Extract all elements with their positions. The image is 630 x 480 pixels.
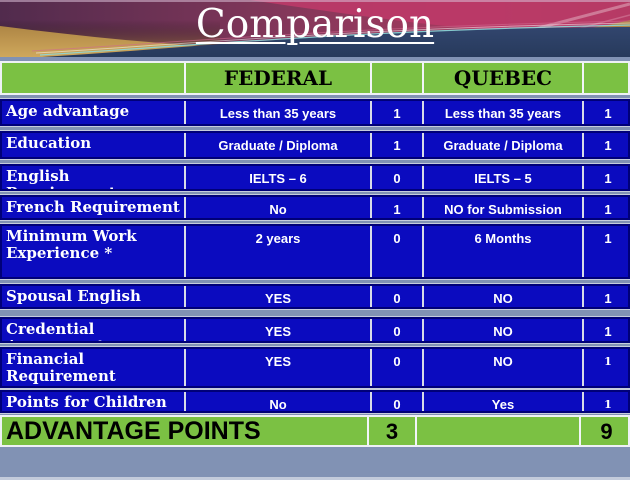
quebec-value-cell: Less than 35 years bbox=[422, 101, 582, 124]
federal-score-cell: 1 bbox=[370, 197, 422, 218]
row-label: Minimum Work Experience * bbox=[6, 227, 137, 262]
federal-score-cell: 0 bbox=[370, 349, 422, 386]
table-row-points-for-children: Points for Children No 0 Yes 1 bbox=[0, 390, 630, 413]
quebec-score-cell: 1 bbox=[582, 349, 630, 386]
quebec-score-cell: 1 bbox=[582, 319, 630, 341]
quebec-value-cell: Graduate / Diploma bbox=[422, 133, 582, 157]
federal-score-cell: 0 bbox=[370, 319, 422, 341]
quebec-score-cell: 1 bbox=[582, 166, 630, 189]
federal-value-cell: Less than 35 years bbox=[184, 101, 370, 124]
quebec-value-cell: NO bbox=[422, 319, 582, 341]
criteria-column-header bbox=[2, 63, 184, 93]
federal-total-score: 3 bbox=[367, 417, 415, 445]
quebec-value-cell: 6 Months bbox=[422, 226, 582, 277]
quebec-score-cell: 1 bbox=[582, 392, 630, 411]
table-header-row: FEDERAL QUEBEC bbox=[0, 61, 630, 95]
quebec-score-cell: 1 bbox=[582, 133, 630, 157]
federal-score-cell: 0 bbox=[370, 166, 422, 189]
federal-column-header: FEDERAL bbox=[184, 63, 370, 93]
federal-value-cell: No bbox=[184, 392, 370, 411]
table-row-education: Education Graduate / Diploma 1 Graduate … bbox=[0, 131, 630, 159]
federal-score-cell: 0 bbox=[370, 392, 422, 411]
table-row-minimum-work-experience: Minimum Work Experience * 2 years 0 6 Mo… bbox=[0, 224, 630, 279]
row-label: Financial Requirement * bbox=[6, 350, 116, 387]
row-label: Spousal English bbox=[6, 287, 141, 305]
table-row-financial-requirement: Financial Requirement * YES 0 NO 1 bbox=[0, 347, 630, 388]
table-row-french-requirement: French Requirement No 1 NO for Submissio… bbox=[0, 195, 630, 220]
federal-score-cell: 1 bbox=[370, 101, 422, 124]
row-label: Education bbox=[6, 134, 92, 152]
advantage-points-label: ADVANTAGE POINTS bbox=[6, 417, 261, 445]
federal-value-cell: 2 years bbox=[184, 226, 370, 277]
quebec-score-cell: 1 bbox=[582, 226, 630, 277]
row-label: Credential Assessment bbox=[6, 320, 104, 342]
quebec-total-score: 9 bbox=[579, 417, 630, 445]
federal-score-cell: 0 bbox=[370, 226, 422, 277]
quebec-value-cell: NO bbox=[422, 286, 582, 307]
quebec-value-cell: IELTS – 5 bbox=[422, 166, 582, 189]
table-row-spousal-english: Spousal English YES 0 NO 1 bbox=[0, 284, 630, 309]
banner-wave-art bbox=[0, 0, 630, 57]
comparison-table: FEDERAL QUEBEC Age advantage Less than 3… bbox=[0, 61, 630, 447]
advantage-points-row: ADVANTAGE POINTS 3 9 bbox=[0, 415, 630, 447]
table-row-age-advantage: Age advantage Less than 35 years 1 Less … bbox=[0, 99, 630, 126]
table-row-credential-assessment: Credential Assessment YES 0 NO 1 bbox=[0, 317, 630, 343]
quebec-score-cell: 1 bbox=[582, 286, 630, 307]
row-label: French Requirement bbox=[6, 198, 180, 216]
federal-value-cell: YES bbox=[184, 349, 370, 386]
slide-bottom-edge bbox=[0, 477, 630, 480]
quebec-column-header: QUEBEC bbox=[422, 63, 582, 93]
quebec-value-cell: NO for Submission bbox=[422, 197, 582, 218]
quebec-score-cell: 1 bbox=[582, 101, 630, 124]
title-banner: Comparison bbox=[0, 0, 630, 57]
federal-value-cell: YES bbox=[184, 319, 370, 341]
federal-score-cell: 1 bbox=[370, 133, 422, 157]
row-label: Age advantage bbox=[6, 102, 130, 120]
table-row-english-requirement: English Requirement IELTS – 6 0 IELTS – … bbox=[0, 164, 630, 191]
federal-value-cell: YES bbox=[184, 286, 370, 307]
quebec-value-cell: Yes bbox=[422, 392, 582, 411]
federal-value-cell: IELTS – 6 bbox=[184, 166, 370, 189]
quebec-score-cell: 1 bbox=[582, 197, 630, 218]
quebec-value-cell: NO bbox=[422, 349, 582, 386]
federal-value-cell: No bbox=[184, 197, 370, 218]
quebec-total-spacer bbox=[415, 417, 579, 445]
row-label: English Requirement bbox=[6, 167, 116, 190]
row-label: Points for Children bbox=[6, 393, 167, 411]
quebec-score-column-header bbox=[582, 63, 630, 93]
slide-title: Comparison bbox=[195, 2, 435, 47]
federal-value-cell: Graduate / Diploma bbox=[184, 133, 370, 157]
federal-score-column-header bbox=[370, 63, 422, 93]
federal-score-cell: 0 bbox=[370, 286, 422, 307]
